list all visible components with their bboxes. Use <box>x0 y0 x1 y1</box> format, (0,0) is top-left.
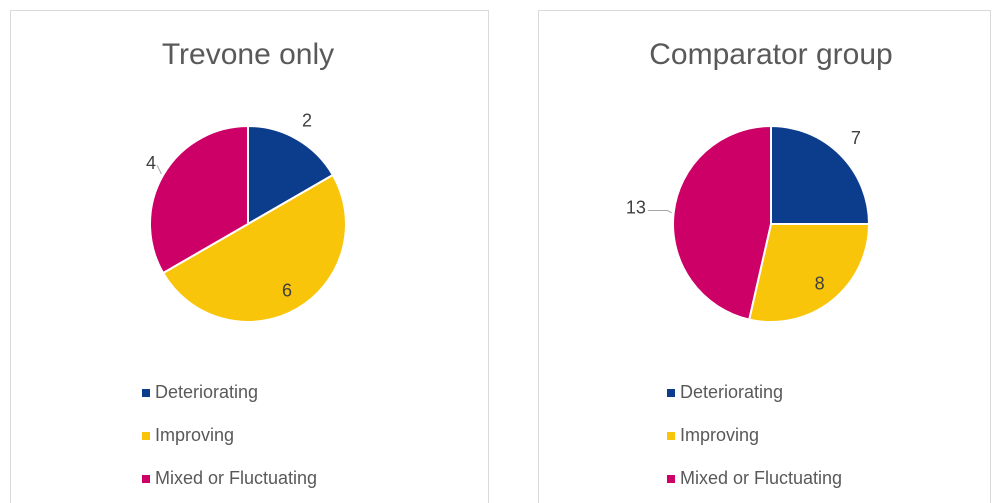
data-label: 2 <box>302 111 312 131</box>
legend-label: Mixed or Fluctuating <box>680 468 842 488</box>
pie-slice <box>247 124 335 226</box>
legend-swatch <box>667 432 675 440</box>
pie-slice <box>770 124 871 225</box>
data-label: 6 <box>282 280 292 300</box>
pie-slice <box>161 173 347 323</box>
pie-slice <box>149 124 249 275</box>
legend-swatch <box>142 432 150 440</box>
legend-swatch <box>667 475 675 483</box>
pie-slice <box>672 124 772 321</box>
data-label: 13 <box>626 197 646 217</box>
data-label: 8 <box>815 274 825 294</box>
legend-label: Mixed or Fluctuating <box>155 468 317 488</box>
legend-swatch <box>142 389 150 397</box>
data-label: 7 <box>851 128 861 148</box>
legend-swatch <box>142 475 150 483</box>
pie-slice <box>747 223 871 323</box>
legend-label: Deteriorating <box>680 382 783 402</box>
legend-swatch <box>667 389 675 397</box>
chart-title: Comparator group <box>649 38 892 71</box>
data-label: 4 <box>146 153 156 173</box>
legend-label: Improving <box>155 425 234 445</box>
leader-line <box>156 165 162 175</box>
leader-line <box>647 210 672 214</box>
legend-label: Improving <box>680 425 759 445</box>
chart-title: Trevone only <box>162 38 334 71</box>
legend-label: Deteriorating <box>155 382 258 402</box>
